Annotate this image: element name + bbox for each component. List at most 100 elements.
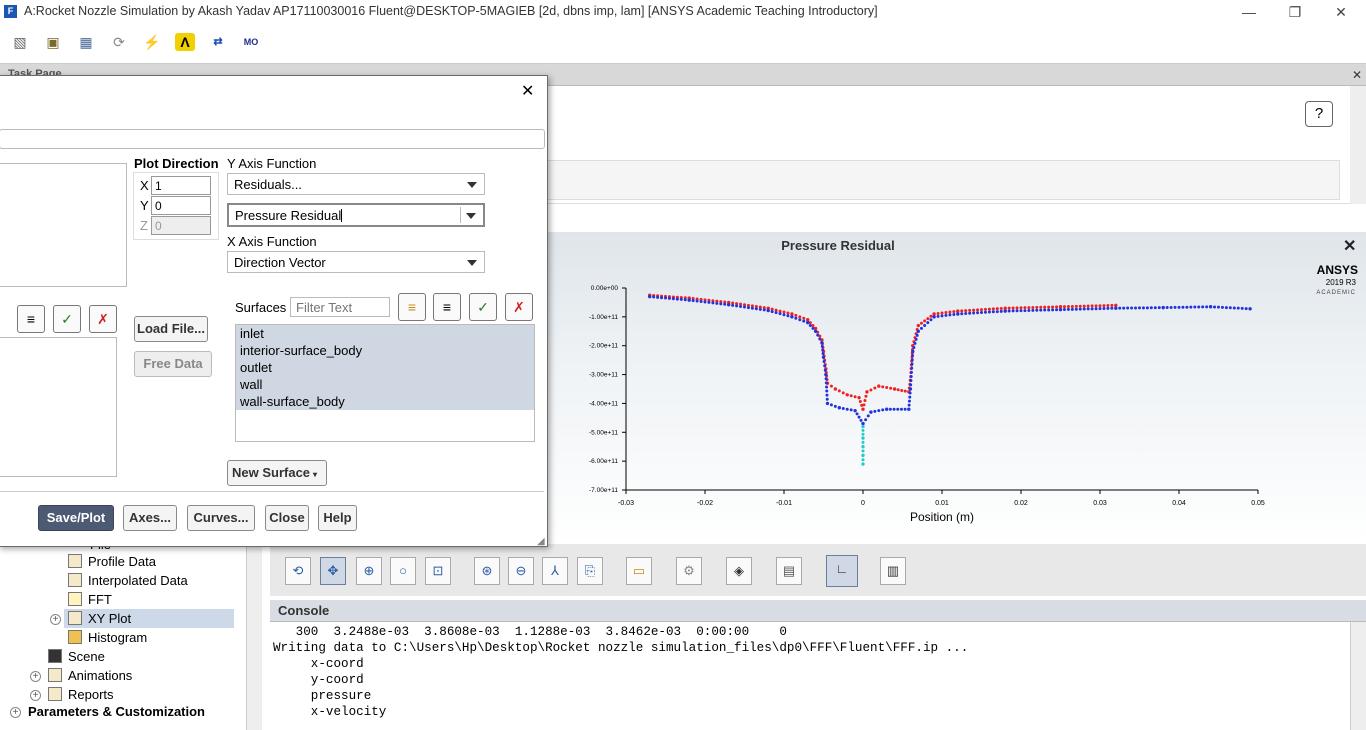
tree-item-interpolated-data[interactable]: Interpolated Data xyxy=(68,571,188,590)
chevron-down-icon: ▾ xyxy=(313,470,318,479)
axes-button[interactable]: Axes... xyxy=(123,505,177,531)
task-page-close-icon[interactable]: ✕ xyxy=(1352,68,1363,82)
profile-icon xyxy=(68,554,82,568)
data-point xyxy=(1173,305,1177,309)
data-point xyxy=(910,366,914,370)
tree-item-scene[interactable]: Scene xyxy=(48,647,105,666)
probe-icon[interactable]: ⚙ xyxy=(676,557,702,585)
expand-xy-plot-icon[interactable]: + xyxy=(50,614,61,625)
data-point xyxy=(811,326,815,330)
axes-triad-icon[interactable]: ⅄ xyxy=(542,557,568,585)
graphics-window[interactable] xyxy=(548,232,1366,544)
data-point xyxy=(857,395,861,400)
zoom-to-icon[interactable]: ⊛ xyxy=(474,557,500,585)
minimize-button[interactable]: — xyxy=(1242,4,1256,20)
dialog-name-field[interactable] xyxy=(0,129,545,149)
data-point xyxy=(845,407,849,411)
export-icon[interactable]: ⎘ xyxy=(577,557,603,585)
lightning-icon[interactable]: ⚡ xyxy=(143,34,161,50)
cube-icon[interactable]: ◈ xyxy=(726,557,752,585)
data-point xyxy=(750,304,754,308)
ruler-icon[interactable]: ▭ xyxy=(626,557,652,585)
resize-grip-icon[interactable]: ◢ xyxy=(537,536,545,547)
close-window-button[interactable]: ✕ xyxy=(1335,4,1347,20)
close-button[interactable]: Close xyxy=(265,505,309,531)
tree-item-animations[interactable]: Animations xyxy=(48,666,132,685)
surfaces-filter-icon[interactable]: ≡ xyxy=(398,293,426,321)
curves-button[interactable]: Curves... xyxy=(187,505,255,531)
notes-icon[interactable]: ▥ xyxy=(880,557,906,585)
y-axis-function-select[interactable]: Residuals... xyxy=(227,173,485,195)
console-line: y-coord xyxy=(273,673,364,687)
y-axis-subfunction-select[interactable]: Pressure Residual xyxy=(227,203,485,227)
xy-axes-icon[interactable]: ∟ xyxy=(826,555,858,587)
tree-item-reports[interactable]: Reports xyxy=(48,685,114,704)
expand-parameters-icon[interactable]: + xyxy=(10,707,21,718)
surface-item-wall-surface[interactable]: wall-surface_body xyxy=(236,393,534,410)
scene-icon xyxy=(48,649,62,663)
new-surface-label: New Surface xyxy=(232,465,311,480)
save-plot-button[interactable]: Save/Plot xyxy=(38,505,114,531)
zoom-out-icon[interactable]: ⊖ xyxy=(508,557,534,585)
task-page-scrollbar[interactable] xyxy=(1350,86,1366,204)
tree-item-histogram[interactable]: Histogram xyxy=(68,628,147,647)
new-surface-button[interactable]: New Surface ▾ xyxy=(227,460,327,486)
file-select-all-icon[interactable]: ≡ xyxy=(17,305,45,333)
fluent-a-icon[interactable]: Λ xyxy=(175,33,195,51)
data-point xyxy=(861,449,865,453)
data-point xyxy=(695,299,699,303)
console-line: x-velocity xyxy=(273,705,387,719)
surface-item-interior[interactable]: interior-surface_body xyxy=(236,342,534,359)
report-icon[interactable]: ⇄ xyxy=(213,36,223,48)
x-axis-function-select[interactable]: Direction Vector xyxy=(227,251,485,273)
data-icon[interactable]: ▦ xyxy=(79,34,93,50)
surfaces-deselect-icon[interactable]: ✗ xyxy=(505,293,533,321)
zoom-fit-icon[interactable]: ○ xyxy=(390,557,416,585)
case-icon[interactable]: ▣ xyxy=(46,34,60,50)
console-scrollbar[interactable] xyxy=(1350,622,1366,730)
file-deselect-icon[interactable]: ✗ xyxy=(89,305,117,333)
surface-item-wall[interactable]: wall xyxy=(236,376,534,393)
rotate-icon[interactable]: ⟲ xyxy=(285,557,311,585)
views-icon[interactable]: ▤ xyxy=(776,557,802,585)
surface-item-outlet[interactable]: outlet xyxy=(236,359,534,376)
data-point xyxy=(980,311,983,315)
refresh-icon[interactable]: ⟳ xyxy=(113,34,125,50)
help-icon[interactable]: ? xyxy=(1305,101,1333,127)
surfaces-filter-input[interactable] xyxy=(290,297,390,317)
restore-button[interactable]: ❐ xyxy=(1288,4,1302,20)
expand-animations-icon[interactable]: + xyxy=(30,671,41,682)
surface-item-inlet[interactable]: inlet xyxy=(236,325,534,342)
console-output[interactable]: 300 3.2488e-03 3.8608e-03 1.1288e-03 3.8… xyxy=(270,622,1350,730)
plot-close-icon[interactable]: ✕ xyxy=(1343,238,1357,255)
expand-reports-icon[interactable]: + xyxy=(30,690,41,701)
mo-icon[interactable]: MO xyxy=(243,37,259,47)
zoom-box-icon[interactable]: ⊡ xyxy=(425,557,451,585)
console-header xyxy=(270,600,1366,622)
tree-item-parameters[interactable]: Parameters & Customization xyxy=(28,704,205,719)
tree-item-fft[interactable]: FFT xyxy=(68,590,112,609)
direction-x-input[interactable] xyxy=(151,176,211,195)
tree-item-profile-data[interactable]: Profile Data xyxy=(68,552,156,571)
reports-icon xyxy=(48,687,62,701)
zoom-in-icon[interactable]: ⊕ xyxy=(356,557,382,585)
surfaces-select-all-icon[interactable]: ≡ xyxy=(433,293,461,321)
mesh-icon[interactable]: ▧ xyxy=(13,34,27,50)
data-point xyxy=(903,407,907,411)
data-point xyxy=(833,387,838,391)
surfaces-check-icon[interactable]: ✓ xyxy=(469,293,497,321)
data-point xyxy=(907,403,911,407)
pan-icon[interactable]: ✥ xyxy=(320,557,346,585)
load-file-button[interactable]: Load File... xyxy=(134,316,208,342)
data-point xyxy=(691,299,695,303)
file-data-list[interactable] xyxy=(0,337,117,477)
data-point xyxy=(1011,306,1015,310)
data-point xyxy=(824,377,828,381)
data-point xyxy=(861,445,865,449)
outline-scrollbar[interactable] xyxy=(246,530,262,730)
file-check-icon[interactable]: ✓ xyxy=(53,305,81,333)
direction-y-input[interactable] xyxy=(151,196,211,215)
dialog-close-icon[interactable]: ✕ xyxy=(521,83,535,100)
help-button[interactable]: Help xyxy=(318,505,357,531)
tree-item-xy-plot[interactable]: XY Plot xyxy=(64,609,234,628)
